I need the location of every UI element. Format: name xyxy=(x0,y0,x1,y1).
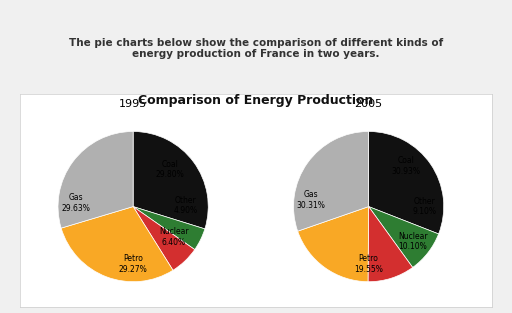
Wedge shape xyxy=(293,131,369,231)
Text: Other
9.10%: Other 9.10% xyxy=(412,197,436,216)
Text: The pie charts below show the comparison of different kinds of
energy production: The pie charts below show the comparison… xyxy=(69,38,443,59)
Title: 1995: 1995 xyxy=(119,99,147,109)
Text: Coal
30.93%: Coal 30.93% xyxy=(391,156,420,176)
Wedge shape xyxy=(297,207,369,282)
Text: Petro
29.27%: Petro 29.27% xyxy=(119,254,147,274)
Text: Gas
30.31%: Gas 30.31% xyxy=(297,190,326,209)
Wedge shape xyxy=(58,131,133,228)
Text: Nuclear
10.10%: Nuclear 10.10% xyxy=(398,232,428,251)
Text: Comparison of Energy Production: Comparison of Energy Production xyxy=(138,94,374,107)
Wedge shape xyxy=(133,207,205,249)
Wedge shape xyxy=(133,131,208,229)
Text: Coal
29.80%: Coal 29.80% xyxy=(156,160,185,179)
Wedge shape xyxy=(369,131,444,234)
Title: 2005: 2005 xyxy=(355,99,382,109)
Text: Petro
19.55%: Petro 19.55% xyxy=(354,254,383,274)
Text: Other
4.90%: Other 4.90% xyxy=(174,196,198,215)
Wedge shape xyxy=(61,207,173,282)
Wedge shape xyxy=(133,207,195,270)
Text: Nuclear
6.40%: Nuclear 6.40% xyxy=(159,227,188,247)
Text: Gas
29.63%: Gas 29.63% xyxy=(61,193,90,213)
Wedge shape xyxy=(369,207,439,267)
Wedge shape xyxy=(368,207,413,282)
